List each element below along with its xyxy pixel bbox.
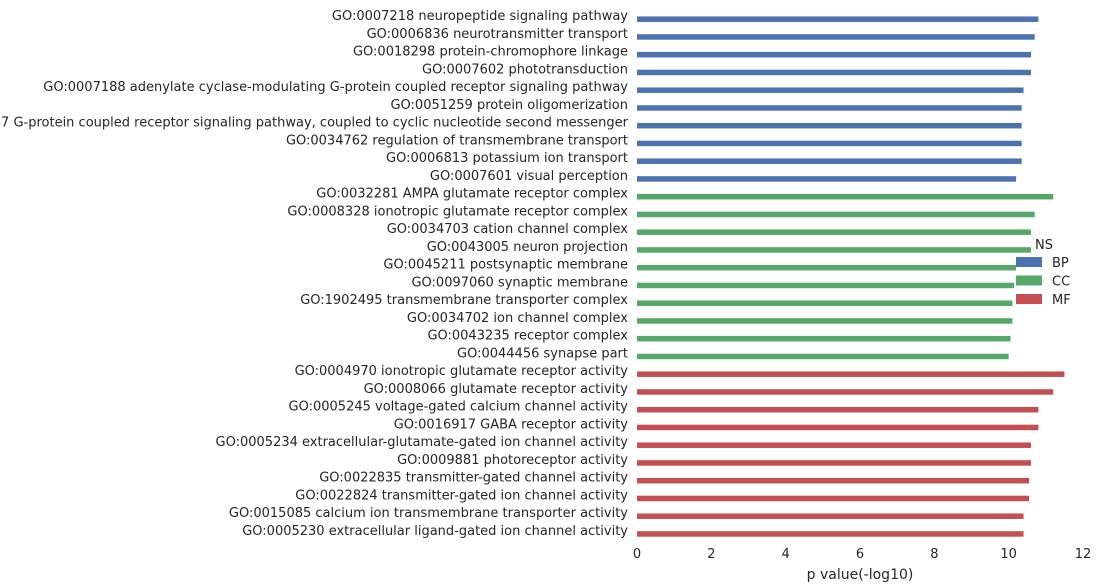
x-tick-label: 4 <box>782 547 790 562</box>
category-label: GO:0022835 transmitter-gated channel act… <box>319 471 628 486</box>
bar-mf <box>637 389 1054 395</box>
bar-bp <box>637 34 1035 40</box>
x-tick-label: 8 <box>930 547 938 562</box>
x-tick-label: 12 <box>1075 547 1092 562</box>
bar-mf <box>637 477 1030 484</box>
bar-mf <box>637 424 1039 431</box>
bar-bp <box>637 16 1039 22</box>
x-tick-label: 0 <box>633 547 641 562</box>
category-label: GO:0022824 transmitter-gated ion channel… <box>295 488 628 503</box>
legend-entries: BP CC MF <box>1016 256 1071 308</box>
category-label: GO:0016917 GABA receptor activity <box>394 417 629 432</box>
bar-bp <box>637 51 1031 58</box>
bar-bp <box>637 176 1017 182</box>
category-label: GO:0018298 protein-chromophore linkage <box>353 45 628 60</box>
category-label: GO:0007218 neuropeptide signaling pathwa… <box>332 9 628 24</box>
category-label: GO:0007602 phototransduction <box>422 62 628 77</box>
category-label: GO:0032281 AMPA glutamate receptor compl… <box>316 187 628 202</box>
bar-bp <box>637 158 1022 164</box>
bar-bp <box>637 122 1022 129</box>
legend-label-cc: CC <box>1052 275 1070 290</box>
bar-cc <box>637 335 1011 342</box>
bar-mf <box>637 495 1030 502</box>
bar-mf <box>637 442 1031 448</box>
bars-group <box>637 16 1065 537</box>
bar-bp <box>637 105 1022 111</box>
category-label: GO:0044456 synapse part <box>457 346 628 361</box>
bar-cc <box>637 282 1015 289</box>
legend-label-bp: BP <box>1052 256 1069 271</box>
category-label: GO:0007188 adenylate cyclase-modulating … <box>43 80 628 95</box>
x-tick-label: 2 <box>707 547 715 562</box>
category-label: GO:0005245 voltage-gated calcium channel… <box>289 400 629 415</box>
category-label: GO:0097060 synaptic membrane <box>411 275 628 290</box>
x-axis-title: p value(-log10) <box>807 567 914 583</box>
category-label: GO:0043005 neuron projection <box>427 240 628 255</box>
category-label: GO:0008328 ionotropic glutamate receptor… <box>287 204 628 219</box>
x-tick-label: 10 <box>1000 547 1017 562</box>
category-label: GO:0009881 photoreceptor activity <box>397 453 628 468</box>
legend-label-mf: MF <box>1052 293 1071 308</box>
legend-swatch-bp <box>1016 257 1042 267</box>
category-label: GO:0015085 calcium ion transmembrane tra… <box>229 506 628 521</box>
category-label: GO:0045211 postsynaptic membrane <box>383 258 628 273</box>
bar-bp <box>637 87 1024 93</box>
bar-cc <box>637 247 1031 253</box>
category-labels: GO:0007218 neuropeptide signaling pathwa… <box>0 9 629 539</box>
x-tick-label: 6 <box>856 547 864 562</box>
category-label: GO:0005234 extracellular-glutamate-gated… <box>216 435 629 450</box>
category-label: GO:0034702 ion channel complex <box>407 311 628 326</box>
category-label: GO:0034703 cation channel complex <box>387 222 629 237</box>
category-label: GO:0004970 ionotropic glutamate receptor… <box>295 364 629 379</box>
legend-title: NS <box>1035 238 1053 253</box>
bar-cc <box>637 318 1013 324</box>
legend-swatch-mf <box>1016 294 1042 304</box>
x-axis-ticks: 0 2 4 6 8 10 12 <box>633 547 1091 562</box>
bar-cc <box>637 353 1009 360</box>
bar-cc <box>637 193 1054 200</box>
category-label: GO:0007601 visual perception <box>430 169 628 184</box>
bar-mf <box>637 531 1024 537</box>
category-label: GO:1902495 transmembrane transporter com… <box>300 293 628 308</box>
category-label: GO:0007187 G-protein coupled receptor si… <box>0 116 629 131</box>
bar-mf <box>637 406 1039 413</box>
category-label: GO:0006813 potassium ion transport <box>386 151 628 166</box>
category-label: GO:0043235 receptor complex <box>427 329 628 344</box>
legend: NS BP CC MF <box>1016 238 1071 308</box>
category-label: GO:0008066 glutamate receptor activity <box>364 382 629 397</box>
bar-cc <box>637 229 1031 235</box>
bar-mf <box>637 513 1024 519</box>
bar-bp <box>637 140 1022 147</box>
category-label: GO:0006836 neurotransmitter transport <box>367 27 628 42</box>
bar-mf <box>637 460 1031 466</box>
bar-cc <box>637 300 1013 306</box>
bar-cc <box>637 211 1035 218</box>
bar-cc <box>637 264 1017 271</box>
category-label: GO:0005230 extracellular ligand-gated io… <box>242 524 628 539</box>
bar-bp <box>637 69 1031 76</box>
category-label: GO:0034762 regulation of transmembrane t… <box>286 133 628 148</box>
category-label: GO:0051259 protein oligomerization <box>390 98 628 113</box>
bar-mf <box>637 371 1065 377</box>
legend-swatch-cc <box>1016 275 1042 286</box>
